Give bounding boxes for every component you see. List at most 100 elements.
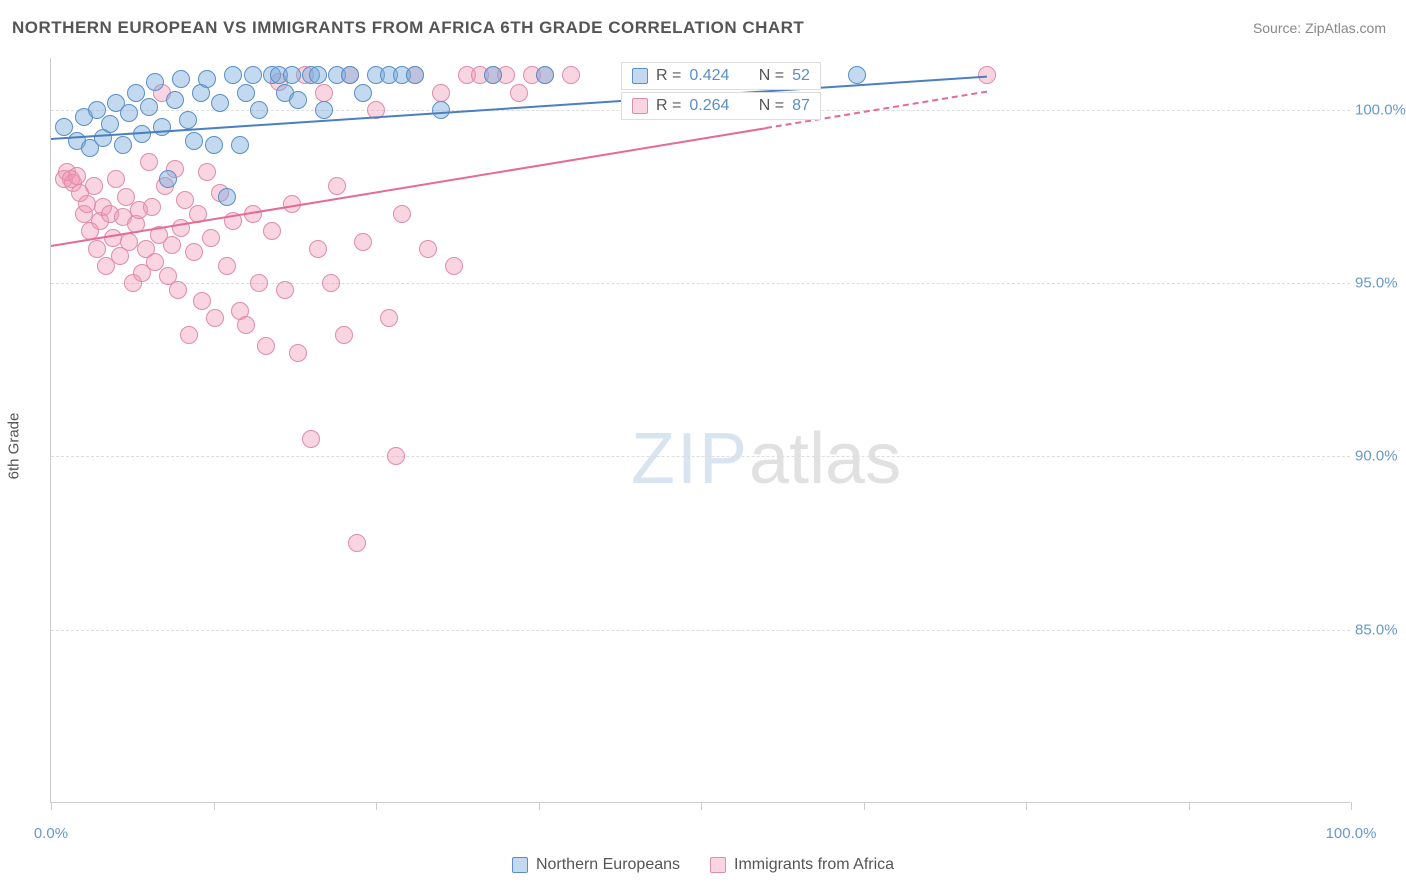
legend-swatch xyxy=(632,68,648,84)
scatter-point xyxy=(101,115,119,133)
x-tick xyxy=(1189,802,1190,810)
chart-title: NORTHERN EUROPEAN VS IMMIGRANTS FROM AFR… xyxy=(12,18,804,38)
x-tick-label: 0.0% xyxy=(34,825,68,842)
scatter-point xyxy=(114,136,132,154)
legend-label-northern: Northern Europeans xyxy=(536,856,680,874)
scatter-point xyxy=(289,91,307,109)
scatter-point xyxy=(146,73,164,91)
scatter-point xyxy=(406,66,424,84)
scatter-point xyxy=(85,177,103,195)
y-tick-label: 100.0% xyxy=(1355,101,1406,118)
scatter-point xyxy=(224,66,242,84)
r-value: 0.264 xyxy=(689,97,729,115)
correlation-legend-row: R = 0.264 N = 87 xyxy=(621,92,821,120)
scatter-point xyxy=(185,132,203,150)
scatter-point xyxy=(536,66,554,84)
scatter-point xyxy=(159,170,177,188)
x-tick xyxy=(701,802,702,810)
y-tick-label: 85.0% xyxy=(1355,621,1406,638)
scatter-point xyxy=(205,136,223,154)
n-value: 52 xyxy=(792,67,810,85)
x-tick xyxy=(1026,802,1027,810)
scatter-point xyxy=(562,66,580,84)
scatter-point xyxy=(218,257,236,275)
correlation-legend-row: R = 0.424 N = 52 xyxy=(621,62,821,90)
scatter-point xyxy=(143,198,161,216)
scatter-point xyxy=(309,66,327,84)
legend-swatch-africa xyxy=(710,857,726,873)
n-value: 87 xyxy=(792,97,810,115)
scatter-point xyxy=(283,66,301,84)
y-tick-label: 95.0% xyxy=(1355,275,1406,292)
y-axis-title: 6th Grade xyxy=(6,413,23,480)
scatter-point xyxy=(107,170,125,188)
scatter-point xyxy=(198,163,216,181)
scatter-point xyxy=(309,240,327,258)
scatter-point xyxy=(206,309,224,327)
scatter-point xyxy=(289,344,307,362)
scatter-point xyxy=(169,281,187,299)
x-tick xyxy=(376,802,377,810)
n-label: N = xyxy=(759,67,784,85)
scatter-point xyxy=(153,118,171,136)
scatter-point xyxy=(193,292,211,310)
x-tick xyxy=(864,802,865,810)
scatter-point xyxy=(848,66,866,84)
gridline xyxy=(51,456,1350,457)
scatter-point xyxy=(348,534,366,552)
gridline xyxy=(51,283,1350,284)
scatter-point xyxy=(179,111,197,129)
scatter-point xyxy=(276,281,294,299)
scatter-point xyxy=(419,240,437,258)
x-tick xyxy=(539,802,540,810)
x-tick-label: 100.0% xyxy=(1326,825,1377,842)
scatter-point xyxy=(237,316,255,334)
scatter-point xyxy=(432,101,450,119)
scatter-point xyxy=(335,326,353,344)
scatter-point xyxy=(244,66,262,84)
legend-swatch-northern xyxy=(512,857,528,873)
scatter-point xyxy=(202,229,220,247)
scatter-point xyxy=(354,233,372,251)
scatter-point xyxy=(315,84,333,102)
legend-item-northern: Northern Europeans xyxy=(512,856,680,874)
scatter-point xyxy=(211,94,229,112)
source-label: Source: ZipAtlas.com xyxy=(1253,20,1386,36)
watermark-atlas: atlas xyxy=(749,419,901,499)
scatter-point xyxy=(510,84,528,102)
scatter-point xyxy=(68,167,86,185)
chart-plot-area: ZIPatlas 85.0%90.0%95.0%100.0%0.0%100.0%… xyxy=(50,58,1350,803)
y-tick-label: 90.0% xyxy=(1355,448,1406,465)
scatter-point xyxy=(315,101,333,119)
bottom-legend: Northern Europeans Immigrants from Afric… xyxy=(0,856,1406,874)
scatter-point xyxy=(237,84,255,102)
legend-label-africa: Immigrants from Africa xyxy=(734,856,894,874)
r-value: 0.424 xyxy=(689,67,729,85)
n-label: N = xyxy=(759,97,784,115)
scatter-point xyxy=(341,66,359,84)
scatter-point xyxy=(380,309,398,327)
scatter-point xyxy=(163,236,181,254)
scatter-point xyxy=(166,91,184,109)
scatter-point xyxy=(120,104,138,122)
watermark-zip: ZIP xyxy=(631,419,749,499)
scatter-point xyxy=(328,177,346,195)
scatter-point xyxy=(302,430,320,448)
scatter-point xyxy=(218,188,236,206)
r-label: R = xyxy=(656,97,681,115)
scatter-point xyxy=(185,243,203,261)
scatter-point xyxy=(257,337,275,355)
x-tick xyxy=(214,802,215,810)
scatter-point xyxy=(140,98,158,116)
scatter-point xyxy=(231,136,249,154)
scatter-point xyxy=(354,84,372,102)
scatter-point xyxy=(387,447,405,465)
x-tick xyxy=(1351,802,1352,810)
scatter-point xyxy=(198,70,216,88)
scatter-point xyxy=(393,205,411,223)
scatter-point xyxy=(322,274,340,292)
scatter-point xyxy=(180,326,198,344)
scatter-point xyxy=(445,257,463,275)
gridline xyxy=(51,630,1350,631)
scatter-point xyxy=(250,274,268,292)
